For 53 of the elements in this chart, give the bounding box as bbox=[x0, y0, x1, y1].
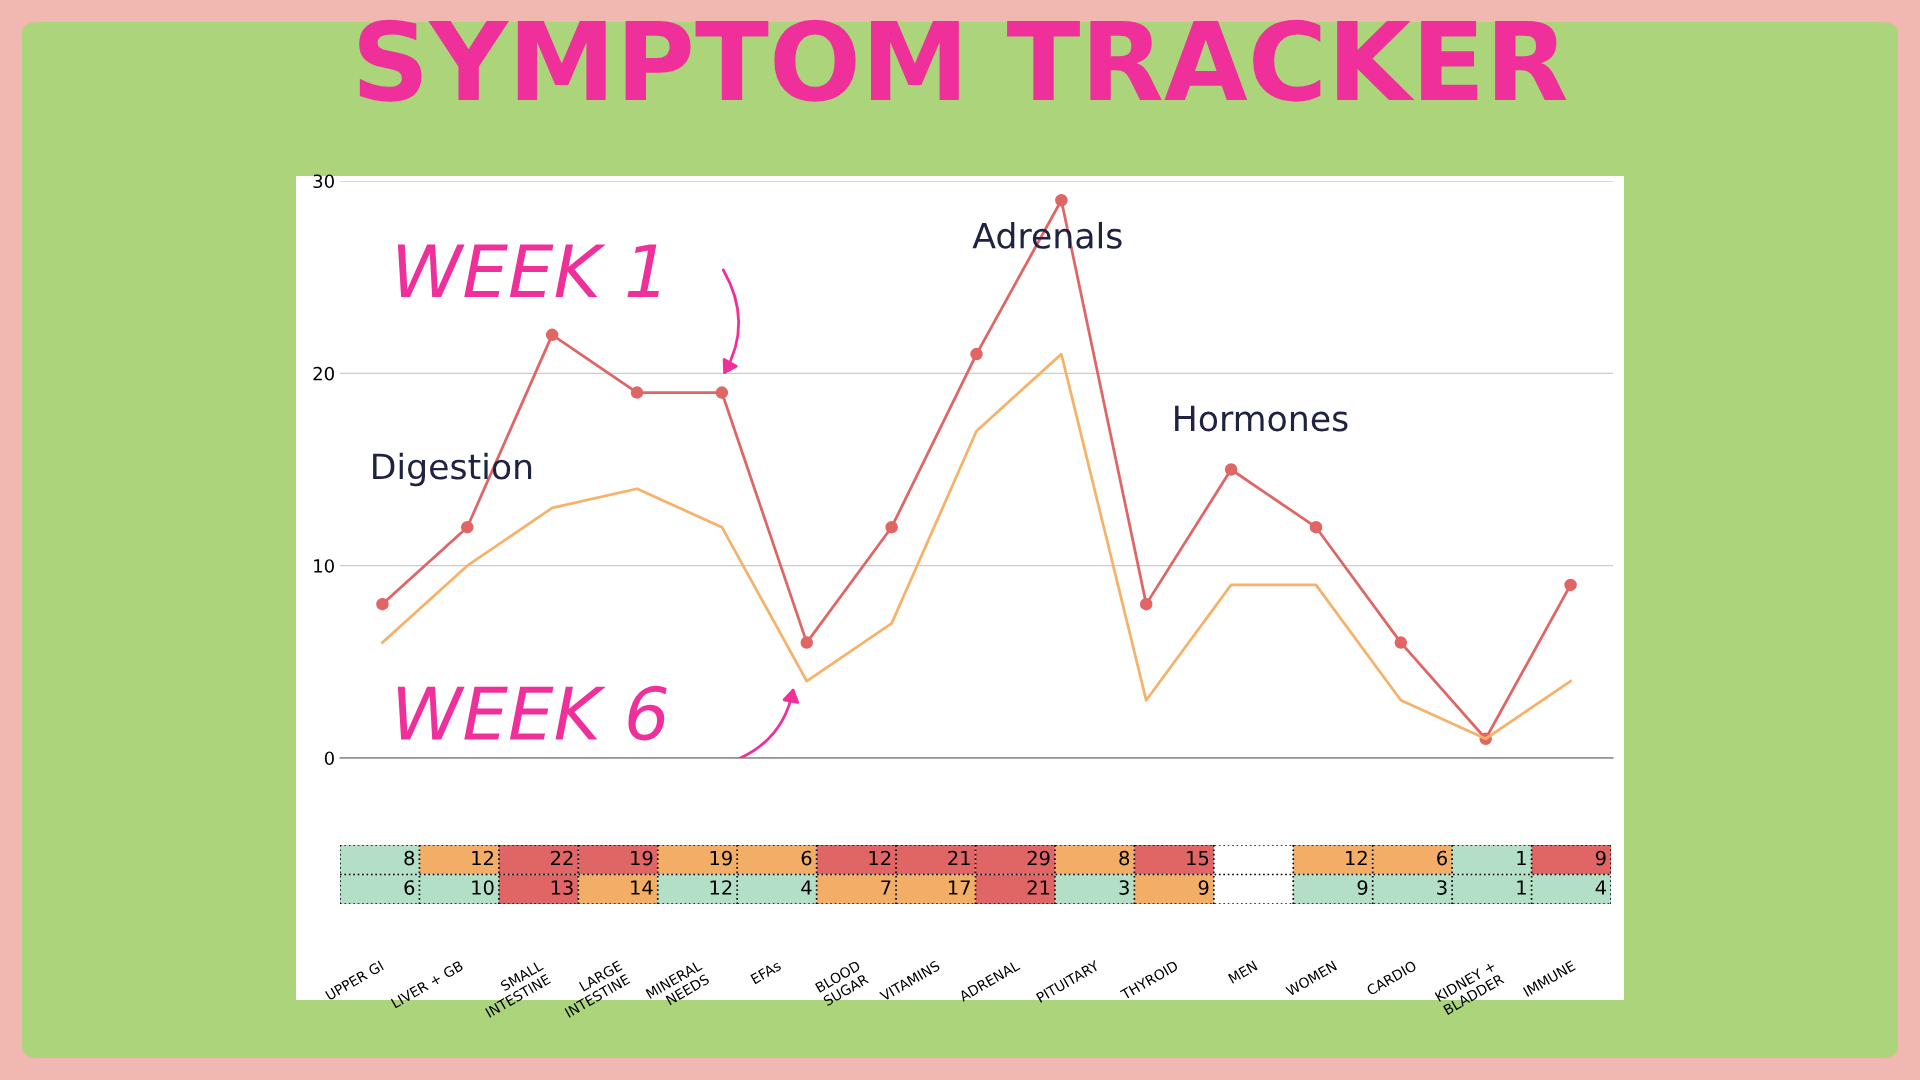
data-label: 8 bbox=[404, 850, 415, 866]
annotation: WEEK 1 bbox=[397, 244, 659, 298]
data-label: 9 bbox=[1595, 850, 1606, 866]
data-label: 3 bbox=[1119, 880, 1129, 895]
data-label: 12 bbox=[869, 850, 891, 866]
data-label: 29 bbox=[1027, 850, 1050, 866]
data-label: 12 bbox=[710, 880, 732, 895]
data-label: 12 bbox=[472, 850, 493, 866]
data-label: 7 bbox=[881, 880, 891, 895]
point bbox=[376, 597, 389, 611]
data-label: 3 bbox=[1437, 880, 1447, 895]
data-label: 1 bbox=[1517, 880, 1526, 895]
point bbox=[545, 328, 559, 342]
data-label: 6 bbox=[801, 850, 812, 866]
data-label: 14 bbox=[631, 880, 653, 895]
data-label: 12 bbox=[1346, 850, 1367, 866]
point bbox=[1139, 597, 1153, 611]
data-label: 4 bbox=[801, 880, 812, 895]
point bbox=[630, 386, 644, 399]
point bbox=[1309, 520, 1323, 534]
data-label: 6 bbox=[1437, 850, 1447, 866]
point bbox=[1394, 636, 1408, 649]
y-tick-label: 10 bbox=[314, 559, 334, 573]
point bbox=[461, 520, 474, 534]
x-tick-label: EFAs bbox=[750, 960, 782, 985]
annotation: Hormones bbox=[1175, 405, 1348, 432]
point bbox=[1055, 193, 1068, 207]
y-tick-label: 30 bbox=[313, 174, 334, 189]
data-label: 21 bbox=[1027, 880, 1050, 895]
data-label: 22 bbox=[551, 850, 573, 866]
point bbox=[1564, 578, 1577, 592]
chart-title: SYMPTOM TRACKER bbox=[359, 19, 1567, 102]
data-label: 19 bbox=[631, 850, 653, 866]
data-label: 8 bbox=[1119, 850, 1130, 866]
data-label: 13 bbox=[551, 880, 573, 895]
point bbox=[715, 386, 729, 399]
point bbox=[885, 520, 898, 534]
data-label: 9 bbox=[1198, 880, 1209, 895]
y-tick-label: 20 bbox=[313, 366, 334, 381]
point bbox=[970, 347, 983, 361]
data-label: 1 bbox=[1517, 850, 1526, 866]
point bbox=[1224, 463, 1238, 476]
annotation: WEEK 6 bbox=[397, 685, 667, 741]
point bbox=[800, 636, 814, 649]
data-label: 6 bbox=[404, 880, 415, 895]
data-label: 4 bbox=[1595, 880, 1606, 895]
data-label: 17 bbox=[948, 880, 970, 895]
data-label: 10 bbox=[472, 880, 494, 895]
y-tick-label: 0 bbox=[324, 751, 334, 766]
data-label: 9 bbox=[1357, 880, 1368, 895]
data-label: 15 bbox=[1187, 850, 1209, 866]
data-label: 19 bbox=[710, 850, 732, 866]
data-label: 21 bbox=[948, 850, 970, 866]
